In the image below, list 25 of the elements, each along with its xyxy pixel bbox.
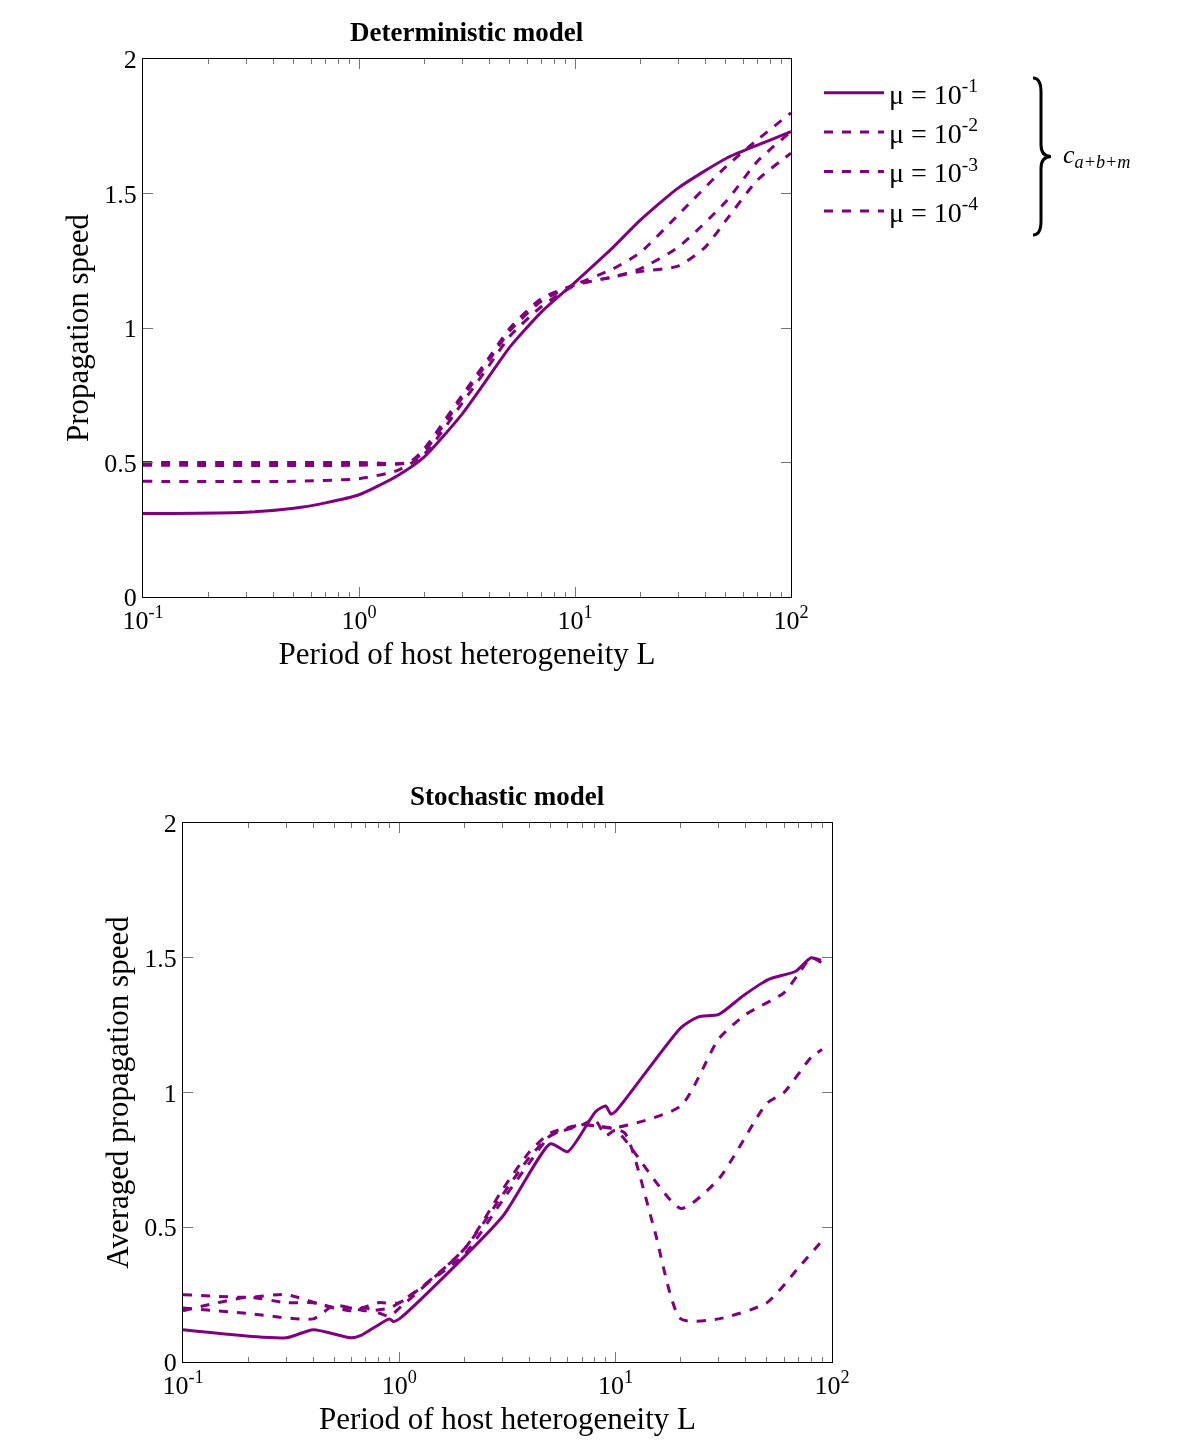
x-tick-label: 10$^{1}$ — [598, 1367, 634, 1401]
y-axis-title: Propagation speed — [59, 213, 95, 443]
x-axis-title: Period of host heterogeneity L — [318, 1401, 697, 1437]
x-tick-label: 10$^{2}$ — [814, 1367, 850, 1401]
y-tick-label: 1 — [163, 1078, 177, 1108]
x-axis-title: Period of host heterogeneity L — [278, 636, 656, 672]
y-tick-label: 2 — [123, 45, 137, 75]
x-tick-label: 10$^{2}$ — [773, 602, 809, 636]
legend-label: μ = 10$^{-1}$ — [889, 74, 979, 110]
x-tick-label: 10$^{1}$ — [557, 602, 593, 636]
x-tick-label: 10$^{0}$ — [341, 602, 377, 636]
text: c$_{a+b+m}$ — [1063, 140, 1131, 173]
legend-label: μ = 10$^{-4}$ — [889, 193, 979, 228]
y-tick-label: 1 — [123, 314, 137, 344]
legend-label: μ = 10$^{-3}$ — [889, 153, 979, 189]
y-tick-label: 2 — [163, 809, 177, 839]
legend-label: μ = 10$^{-2}$ — [889, 114, 979, 150]
y-axis-title: Averaged propagation speed — [99, 915, 135, 1269]
x-tick-label: 10$^{0}$ — [381, 1367, 417, 1401]
chart-title: Stochastic model — [410, 781, 605, 811]
chart-title: Deterministic model — [350, 17, 584, 47]
y-tick-label: 0.5 — [144, 1213, 177, 1243]
y-tick-label: 1.5 — [144, 943, 177, 973]
y-tick-label: 0.5 — [104, 448, 137, 478]
y-tick-label: 1.5 — [104, 179, 137, 209]
